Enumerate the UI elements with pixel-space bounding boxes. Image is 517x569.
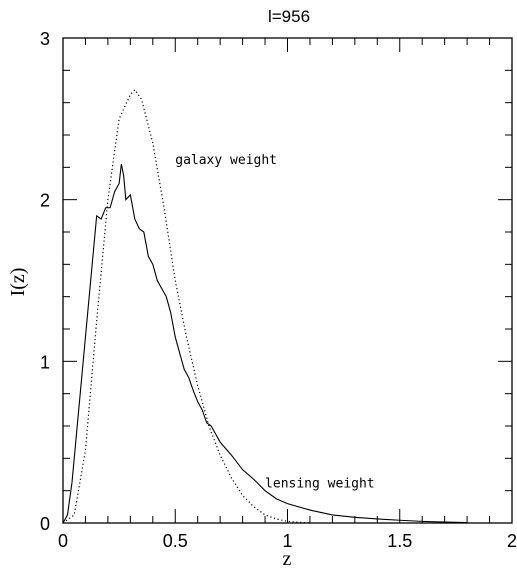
lensing-weight-line xyxy=(62,163,468,524)
galaxy-weight-annotation: galaxy weight xyxy=(175,153,277,168)
y-tick-label: 3 xyxy=(40,29,50,49)
series-group xyxy=(62,88,468,524)
x-axis-label: z xyxy=(283,548,292,569)
y-tick-label: 2 xyxy=(40,191,50,211)
y-tick-label: 1 xyxy=(40,352,50,372)
chart-title: l=956 xyxy=(268,7,310,26)
x-tick-label: 0 xyxy=(58,531,68,551)
annotations: galaxy weight lensing weight xyxy=(175,153,374,491)
x-tick-label: 0.5 xyxy=(163,531,188,551)
plot-frame xyxy=(62,37,513,524)
tick-labels: 0 0.5 1 1.5 2 0 1 2 3 xyxy=(40,29,517,551)
x-tick-label: 1 xyxy=(282,531,292,551)
galaxy-weight-line xyxy=(62,88,310,524)
x-tick-label: 2 xyxy=(507,531,517,551)
lensing-weight-annotation: lensing weight xyxy=(265,476,375,491)
y-axis-label: I(z) xyxy=(7,268,29,297)
x-tick-label: 1.5 xyxy=(387,531,412,551)
y-tick-label: 0 xyxy=(40,514,50,534)
axis-ticks xyxy=(62,37,513,524)
